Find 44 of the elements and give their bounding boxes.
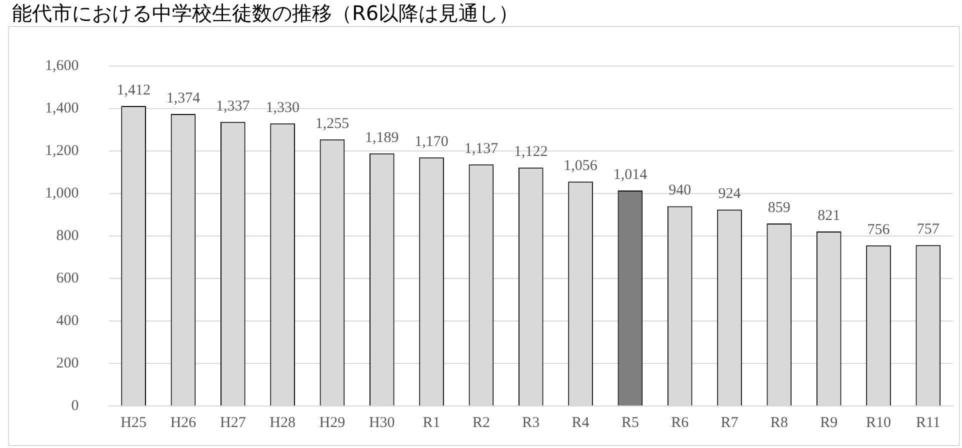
data-label: 924 [718, 186, 742, 202]
x-tick-label: R6 [671, 414, 690, 431]
x-tick-label: R7 [720, 414, 739, 431]
data-label: 1,122 [514, 144, 548, 160]
x-tick-label: R9 [820, 414, 838, 431]
data-label: 1,137 [464, 140, 499, 157]
data-label: 1,337 [216, 98, 250, 114]
data-label: 940 [668, 182, 692, 199]
x-tick-label: R1 [422, 414, 440, 431]
x-tick-label: R11 [916, 414, 940, 431]
data-label: 756 [867, 222, 890, 238]
data-label: 1,014 [613, 166, 648, 183]
y-tick-label: 0 [71, 398, 79, 414]
data-label: 1,056 [564, 158, 598, 174]
data-label: 821 [818, 208, 840, 224]
y-tick-label: 200 [56, 355, 79, 372]
x-tick-label: R5 [621, 414, 639, 431]
data-label: 1,170 [414, 134, 448, 150]
y-tick-label: 1,200 [45, 142, 79, 159]
y-tick-label: 1,400 [45, 100, 79, 116]
data-label: 1,330 [266, 100, 300, 116]
data-label: 1,189 [365, 130, 399, 146]
y-tick-label: 1,000 [45, 185, 79, 202]
y-tick-label: 800 [56, 228, 79, 244]
x-tick-label: R10 [866, 414, 892, 431]
x-tick-label: H26 [170, 414, 197, 431]
x-tick-label: R4 [572, 414, 590, 431]
data-label: 757 [916, 222, 940, 238]
x-tick-label: H27 [220, 414, 246, 431]
data-label: 1,374 [166, 90, 201, 106]
chart-title: 能代市における中学校生徒数の推移（R6以降は見通し） [12, 0, 519, 27]
x-tick-label: R3 [522, 414, 540, 431]
data-label: 1,412 [116, 82, 150, 98]
x-tick-label: H30 [368, 414, 395, 431]
x-tick-label: H29 [319, 414, 346, 431]
x-tick-label: H28 [270, 414, 296, 431]
data-label: 1,255 [315, 116, 350, 132]
y-tick-label: 400 [56, 312, 79, 329]
x-tick-label: H25 [120, 414, 147, 431]
data-label: 859 [768, 200, 790, 216]
y-tick-label: 1,600 [45, 58, 79, 74]
y-tick-label: 600 [56, 270, 79, 286]
x-tick-label: R2 [472, 414, 490, 431]
x-tick-label: R8 [770, 414, 788, 431]
